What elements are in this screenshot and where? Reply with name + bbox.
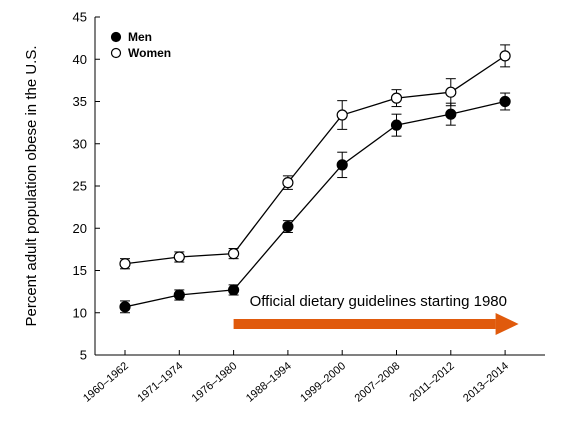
- data-point-women: [228, 248, 240, 260]
- data-point-women: [282, 177, 294, 189]
- legend-marker-men: [110, 31, 122, 43]
- data-point-men: [228, 284, 240, 296]
- annotation-arrow-shaft: [233, 319, 496, 329]
- legend-label-men: Men: [128, 30, 152, 44]
- legend-marker-women: [110, 47, 122, 59]
- data-point-men: [282, 220, 294, 233]
- axes-layer: 5 10 15 20 25 30 35 40 45 Percent adult populatio…: [23, 10, 545, 405]
- legend: Men Women: [110, 30, 171, 60]
- y-tick-label: 20: [73, 221, 87, 236]
- data-point-men: [499, 95, 511, 108]
- data-point-men: [119, 301, 131, 313]
- x-tick-label: 2013–2014: [461, 360, 511, 405]
- x-tick-label: 1999–2000: [298, 360, 348, 405]
- y-tick-label: 45: [73, 10, 87, 25]
- data-point-women: [119, 258, 131, 270]
- y-tick-label: 25: [73, 179, 87, 194]
- series-lines-layer: [124, 55, 506, 308]
- annotation-layer: Official dietary guidelines starting 198…: [233, 293, 519, 335]
- x-tick-label: 1976–1980: [190, 360, 240, 405]
- series-line-women: [124, 55, 506, 265]
- data-point-women: [173, 251, 185, 263]
- error-bars-layer: [120, 44, 511, 314]
- y-tick-label: 40: [73, 52, 87, 67]
- x-tick-label: 1988–1994: [244, 360, 294, 405]
- data-point-men: [445, 108, 457, 120]
- y-tick-label: 30: [73, 136, 87, 151]
- data-point-women: [336, 109, 348, 121]
- x-tick-label: 1960–1962: [81, 360, 131, 405]
- data-point-women: [390, 92, 403, 104]
- data-point-women: [499, 50, 511, 62]
- data-point-men: [336, 159, 348, 171]
- annotation-text: Official dietary guidelines starting 198…: [250, 293, 507, 310]
- x-tick-label: 2007–2008: [353, 360, 403, 405]
- y-tick-label: 35: [73, 94, 87, 109]
- data-point-women: [445, 86, 457, 98]
- data-point-men: [390, 119, 403, 131]
- annotation-arrow-head: [495, 313, 519, 335]
- x-tick-label: 2011–2012: [407, 360, 456, 404]
- legend-label-women: Women: [128, 46, 171, 60]
- y-tick-label: 5: [80, 348, 87, 363]
- data-point-men: [173, 289, 185, 301]
- y-axis-label: Percent adult population obese in the U.…: [23, 45, 40, 326]
- series-line-men: [124, 100, 506, 308]
- y-tick-label: 10: [73, 305, 87, 320]
- x-tick-label: 1971–1974: [135, 360, 185, 405]
- y-tick-label: 15: [73, 263, 87, 278]
- data-points-layer: [119, 50, 511, 313]
